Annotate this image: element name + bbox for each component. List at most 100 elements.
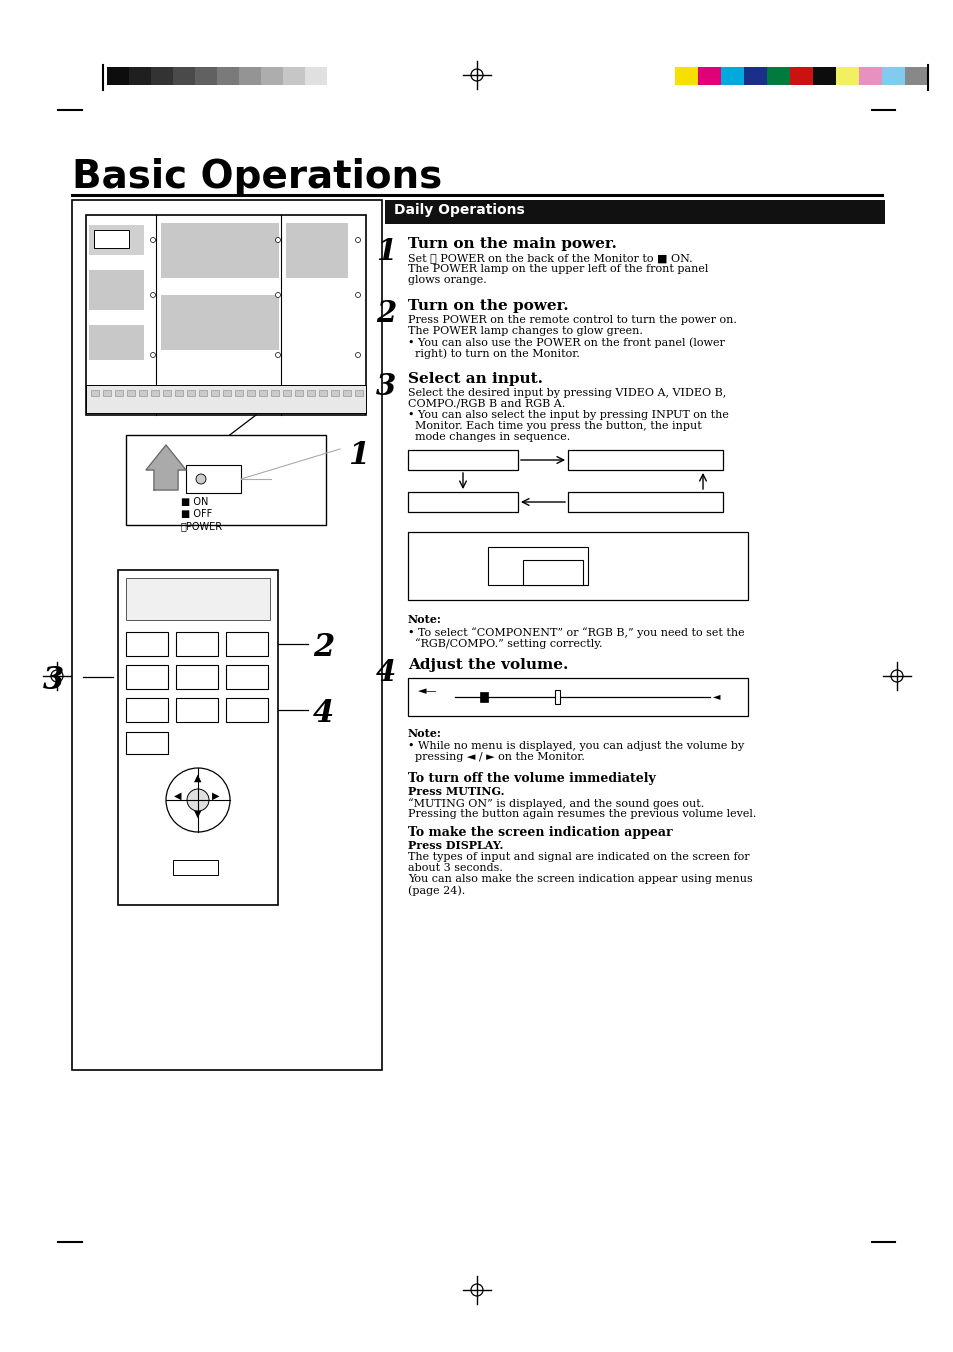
Bar <box>226 665 268 690</box>
Bar <box>283 68 305 85</box>
Bar <box>247 389 254 396</box>
Bar <box>766 68 789 85</box>
Text: To make the screen indication appear: To make the screen indication appear <box>408 826 672 840</box>
Bar <box>194 68 216 85</box>
Text: right) to turn on the Monitor.: right) to turn on the Monitor. <box>408 347 579 358</box>
Text: ▼: ▼ <box>194 810 201 818</box>
Bar <box>151 68 172 85</box>
Text: Note:: Note: <box>408 614 441 625</box>
Text: The POWER lamp changes to glow green.: The POWER lamp changes to glow green. <box>408 326 642 337</box>
Bar <box>882 68 904 85</box>
Bar <box>129 68 151 85</box>
Text: 4: 4 <box>375 658 395 687</box>
Bar <box>305 68 327 85</box>
Text: pressing ◄ / ► on the Monitor.: pressing ◄ / ► on the Monitor. <box>408 752 584 763</box>
Bar <box>216 68 239 85</box>
Bar <box>126 665 168 690</box>
Bar <box>408 677 747 717</box>
Bar <box>258 389 267 396</box>
Circle shape <box>151 292 155 297</box>
Text: (page 24).: (page 24). <box>408 886 465 895</box>
Bar <box>226 698 268 722</box>
Bar <box>294 389 303 396</box>
Text: Daily Operations: Daily Operations <box>394 203 524 218</box>
Text: Basic Operations: Basic Operations <box>71 158 442 196</box>
Text: ◀: ◀ <box>174 791 182 800</box>
Bar <box>789 68 812 85</box>
Bar <box>408 450 517 470</box>
Text: glows orange.: glows orange. <box>408 274 486 285</box>
Bar <box>720 68 743 85</box>
Bar <box>187 389 194 396</box>
Text: Select the desired input by pressing VIDEO A, VIDEO B,: Select the desired input by pressing VID… <box>408 388 725 397</box>
Text: Press DISPLAY.: Press DISPLAY. <box>408 840 503 850</box>
Circle shape <box>275 292 280 297</box>
Bar <box>479 692 488 702</box>
Text: about 3 seconds.: about 3 seconds. <box>408 863 502 873</box>
Text: 3: 3 <box>375 372 395 402</box>
Bar <box>107 68 129 85</box>
Text: • While no menu is displayed, you can adjust the volume by: • While no menu is displayed, you can ad… <box>408 741 743 750</box>
Bar <box>488 548 587 585</box>
Circle shape <box>151 353 155 357</box>
Bar <box>307 389 314 396</box>
Bar <box>408 531 747 600</box>
Circle shape <box>187 790 209 811</box>
Text: Press MUTING.: Press MUTING. <box>408 786 504 796</box>
Bar <box>126 698 168 722</box>
Text: ◄—: ◄— <box>417 685 437 696</box>
Text: Monitor. Each time you press the button, the input: Monitor. Each time you press the button,… <box>408 420 701 431</box>
Bar <box>172 68 194 85</box>
Bar <box>126 435 326 525</box>
Bar <box>211 389 219 396</box>
Text: Adjust the volume.: Adjust the volume. <box>408 658 568 672</box>
Bar <box>126 579 270 621</box>
Bar <box>115 389 123 396</box>
Text: ◄: ◄ <box>712 692 720 700</box>
Text: Set ⓘ POWER on the back of the Monitor to ■ ON.: Set ⓘ POWER on the back of the Monitor t… <box>408 253 692 264</box>
Text: Turn on the main power.: Turn on the main power. <box>408 237 617 251</box>
Circle shape <box>355 292 360 297</box>
Bar <box>567 450 722 470</box>
Bar <box>271 389 278 396</box>
Text: • You can also use the POWER on the front panel (lower: • You can also use the POWER on the fron… <box>408 337 724 347</box>
Bar <box>904 68 927 85</box>
Bar <box>835 68 858 85</box>
Bar <box>175 631 218 656</box>
Text: Select an input.: Select an input. <box>408 372 542 387</box>
Bar <box>175 698 218 722</box>
Bar <box>103 389 111 396</box>
Bar <box>261 68 283 85</box>
Text: Note:: Note: <box>408 727 441 740</box>
Bar <box>234 389 243 396</box>
Circle shape <box>195 475 206 484</box>
Bar <box>226 631 268 656</box>
Circle shape <box>275 353 280 357</box>
Bar <box>567 492 722 512</box>
Bar <box>151 389 159 396</box>
Bar <box>408 492 517 512</box>
Text: 2: 2 <box>375 299 395 329</box>
Text: The POWER lamp on the upper left of the front panel: The POWER lamp on the upper left of the … <box>408 264 708 274</box>
Bar <box>89 324 144 360</box>
Text: • You can also select the input by pressing INPUT on the: • You can also select the input by press… <box>408 410 728 420</box>
Bar <box>161 223 278 279</box>
Bar <box>172 860 218 875</box>
Text: 1: 1 <box>375 237 395 266</box>
Bar <box>94 230 129 247</box>
Text: The types of input and signal are indicated on the screen for: The types of input and signal are indica… <box>408 852 749 863</box>
Bar <box>675 68 698 85</box>
Circle shape <box>166 768 230 831</box>
Bar <box>318 389 327 396</box>
Text: “MUTING ON” is displayed, and the sound goes out.: “MUTING ON” is displayed, and the sound … <box>408 798 703 808</box>
Text: “RGB/COMPO.” setting correctly.: “RGB/COMPO.” setting correctly. <box>408 638 602 649</box>
Bar <box>522 560 582 585</box>
Text: • To select “COMPONENT” or “RGB B,” you need to set the: • To select “COMPONENT” or “RGB B,” you … <box>408 627 744 638</box>
Bar <box>126 731 168 754</box>
Bar <box>555 690 559 704</box>
Text: 4: 4 <box>313 698 334 729</box>
Bar <box>174 389 183 396</box>
Bar <box>161 295 278 350</box>
Bar <box>86 385 366 412</box>
Bar <box>343 389 351 396</box>
